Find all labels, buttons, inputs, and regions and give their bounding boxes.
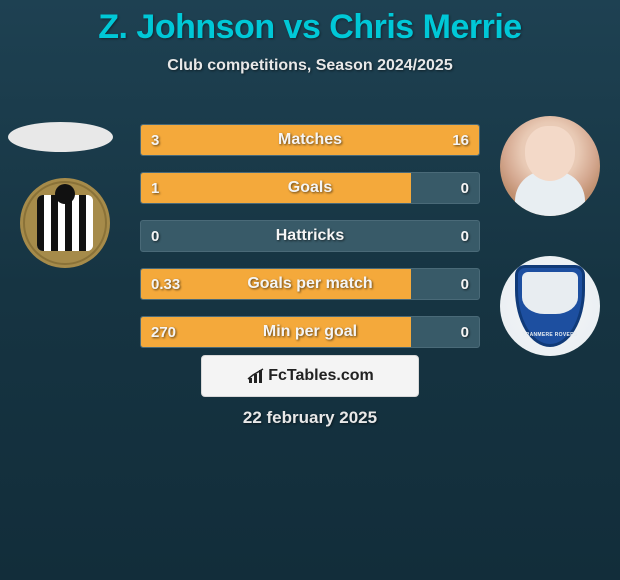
stat-label: Goals — [141, 173, 479, 203]
club-left-ball-icon — [55, 184, 75, 204]
comparison-infographic: Z. Johnson vs Chris Merrie Club competit… — [0, 0, 620, 580]
stat-row: 0.330Goals per match — [140, 268, 480, 300]
stat-row: 316Matches — [140, 124, 480, 156]
source-banner: FcTables.com — [201, 355, 419, 397]
player-right-avatar — [500, 116, 600, 216]
stat-label: Matches — [141, 125, 479, 155]
club-right-name: TRANMERE ROVERS — [518, 332, 582, 338]
stat-row: 10Goals — [140, 172, 480, 204]
player-left-avatar — [8, 122, 113, 152]
club-left-badge — [20, 178, 110, 268]
stat-label: Min per goal — [141, 317, 479, 347]
stat-row: 00Hattricks — [140, 220, 480, 252]
page-subtitle: Club competitions, Season 2024/2025 — [0, 57, 620, 75]
date-text: 22 february 2025 — [0, 408, 620, 428]
source-banner-text: FcTables.com — [268, 367, 374, 385]
club-right-badge: TRANMERE ROVERS — [500, 256, 600, 356]
stats-panel: 316Matches 10Goals 00Hattricks 0.330Goals p… — [140, 124, 480, 364]
club-right-shield: TRANMERE ROVERS — [515, 265, 585, 347]
stat-row: 2700Min per goal — [140, 316, 480, 348]
stat-label: Goals per match — [141, 269, 479, 299]
page-title: Z. Johnson vs Chris Merrie — [0, 0, 620, 47]
chart-icon — [246, 367, 266, 385]
stat-label: Hattricks — [141, 221, 479, 251]
